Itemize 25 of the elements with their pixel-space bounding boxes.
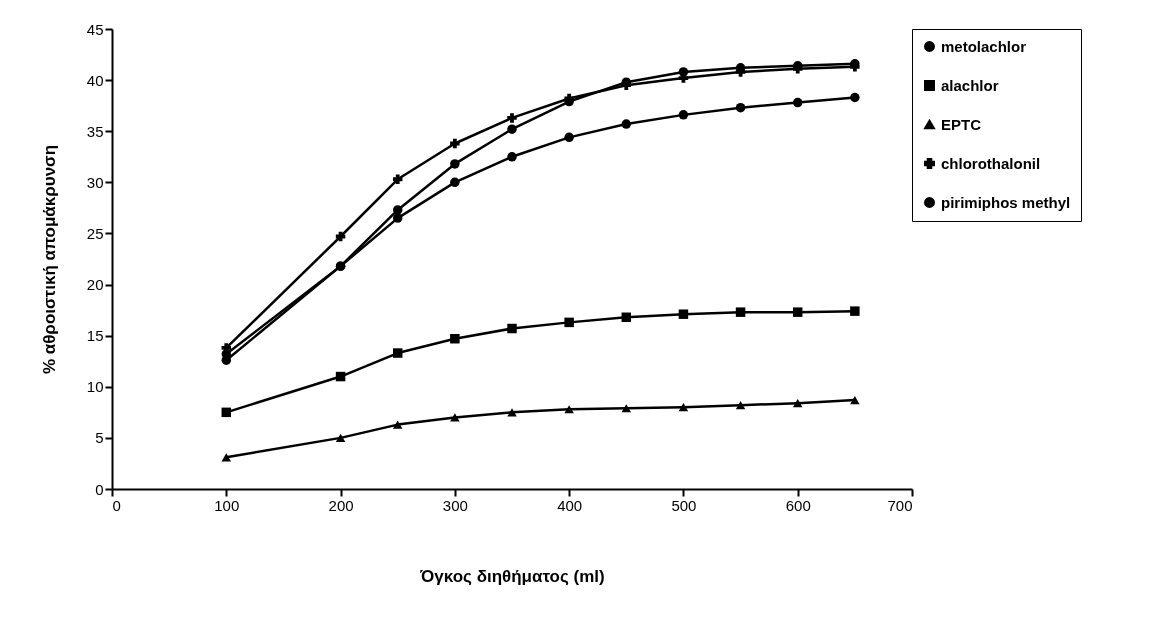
x-tick-label: 0: [112, 496, 121, 514]
x-tick-label: 200: [328, 496, 354, 514]
legend-label: chlorothalonil: [941, 154, 1041, 172]
x-axis-title: Όγκος διηθήματος (ml): [419, 566, 605, 586]
legend-label: metolachlor: [941, 37, 1027, 55]
y-tick-label: 10: [86, 378, 104, 396]
y-tick-label: 5: [95, 429, 104, 447]
legend-label: EPTC: [941, 115, 982, 133]
x-tick-label: 400: [557, 496, 583, 514]
x-tick-label: 600: [785, 496, 811, 514]
legend-label: pirimiphos methyl: [941, 193, 1071, 211]
x-tick-label: 500: [671, 496, 697, 514]
legend-label: alachlor: [941, 76, 999, 94]
y-tick-label: 40: [86, 71, 104, 89]
y-tick-label: 35: [86, 122, 104, 140]
x-tick-label: 300: [442, 496, 468, 514]
y-tick-label: 15: [86, 327, 104, 345]
x-tick-label: 700: [887, 496, 913, 514]
y-tick-label: 20: [86, 276, 104, 294]
y-axis-title: % αθροιστική απομάκρυνση: [39, 144, 59, 375]
y-tick-label: 0: [95, 480, 104, 498]
x-tick-label: 100: [214, 496, 240, 514]
y-tick-label: 25: [86, 224, 104, 242]
y-tick-label: 30: [86, 173, 104, 191]
y-tick-label: 45: [86, 20, 104, 38]
